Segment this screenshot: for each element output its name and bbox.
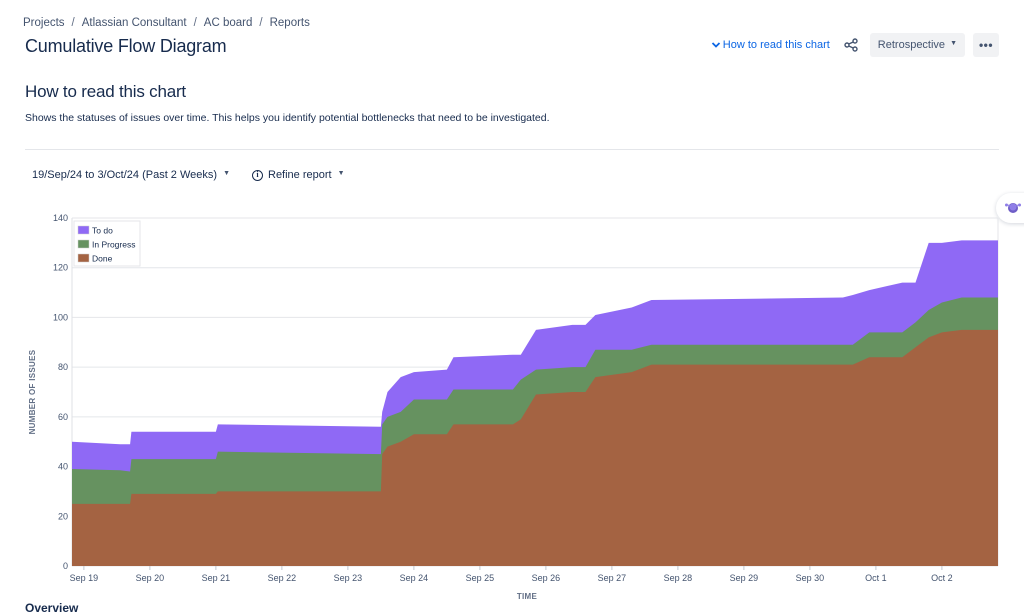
breadcrumb-project[interactable]: Atlassian Consultant (81, 17, 187, 29)
how-to-read-label: How to read this chart (722, 39, 830, 51)
x-tick-label: Sep 29 (730, 573, 759, 583)
y-tick-label: 80 (58, 362, 68, 372)
y-tick-label: 120 (53, 263, 68, 273)
breadcrumb: Projects / Atlassian Consultant / AC boa… (23, 17, 310, 29)
info-icon: i (252, 169, 263, 181)
board-select-label: Retrospective (877, 39, 946, 51)
filters-bar: 19/Sep/24 to 3/Oct/24 (Past 2 Weeks) ▼ i… (32, 169, 345, 181)
area-done (72, 329, 998, 566)
breadcrumb-separator: / (259, 17, 263, 29)
divider (25, 149, 999, 150)
floating-assistant-button[interactable] (996, 193, 1024, 223)
more-actions-button[interactable]: ••• (973, 33, 999, 57)
refine-report-label: Refine report (268, 169, 332, 181)
y-tick-label: 20 (58, 511, 68, 521)
x-tick-label: Sep 26 (532, 573, 561, 583)
x-tick-label: Sep 25 (466, 573, 495, 583)
how-to-read-title: How to read this chart (25, 82, 186, 101)
breadcrumb-reports[interactable]: Reports (269, 17, 310, 29)
legend-swatch-in-progress (77, 239, 90, 249)
chart-legend: To do In Progress Done (73, 220, 141, 267)
legend-label: In Progress (92, 240, 135, 250)
date-range-filter[interactable]: 19/Sep/24 to 3/Oct/24 (Past 2 Weeks) ▼ (32, 169, 230, 181)
x-tick-label: Sep 19 (70, 573, 99, 583)
legend-swatch-to-do (77, 225, 90, 235)
overview-heading: Overview (25, 601, 79, 615)
more-icon: ••• (978, 38, 994, 52)
share-button[interactable] (841, 35, 861, 55)
y-tick-label: 60 (58, 412, 68, 422)
x-tick-label: Sep 27 (598, 573, 627, 583)
page-title: Cumulative Flow Diagram (25, 36, 227, 56)
share-icon (844, 38, 858, 52)
x-tick-label: Sep 23 (334, 573, 363, 583)
breadcrumb-projects[interactable]: Projects (23, 17, 65, 29)
y-tick-label: 140 (53, 213, 68, 223)
chart-areas (72, 240, 998, 566)
caret-down-icon: ▼ (337, 169, 345, 177)
breadcrumb-board[interactable]: AC board (203, 17, 253, 29)
x-tick-label: Oct 1 (865, 573, 887, 583)
x-tick-label: Sep 30 (796, 573, 825, 583)
caret-down-icon: ▼ (223, 169, 230, 177)
x-axis-title: TIME (517, 592, 538, 601)
breadcrumb-separator: / (71, 17, 75, 29)
y-tick-label: 100 (53, 312, 68, 322)
y-axis-title: NUMBER OF ISSUES (28, 349, 37, 434)
x-tick-label: Sep 21 (202, 573, 231, 583)
chevron-down-icon (711, 42, 720, 48)
board-select-button[interactable]: Retrospective ▼ (869, 33, 965, 57)
caret-down-icon: ▼ (950, 39, 957, 47)
legend-label: To do (92, 226, 113, 236)
header-actions: How to read this chart Retrospective ▼ •… (711, 33, 999, 57)
how-to-read-description: Shows the statuses of issues over time. … (25, 112, 550, 124)
x-tick-label: Sep 20 (136, 573, 165, 583)
y-axis: 0 20 40 60 80 100 120 140 (53, 213, 68, 571)
x-axis: Sep 19 Sep 20 Sep 21 Sep 22 Sep 23 Sep 24 Sep … (70, 566, 953, 583)
x-tick-label: Sep 22 (268, 573, 297, 583)
y-tick-label: 0 (63, 561, 68, 571)
x-tick-label: Oct 2 (931, 573, 953, 583)
legend-label: Done (92, 254, 113, 264)
x-tick-label: Sep 24 (400, 573, 429, 583)
date-range-label: 19/Sep/24 to 3/Oct/24 (Past 2 Weeks) (32, 169, 218, 181)
legend-swatch-done (77, 253, 90, 263)
assistant-icon (1005, 203, 1021, 213)
refine-report-button[interactable]: i Refine report ▼ (252, 169, 345, 181)
how-to-read-link[interactable]: How to read this chart (711, 39, 830, 51)
breadcrumb-separator: / (193, 17, 197, 29)
y-tick-label: 40 (58, 462, 68, 472)
x-tick-label: Sep 28 (664, 573, 693, 583)
